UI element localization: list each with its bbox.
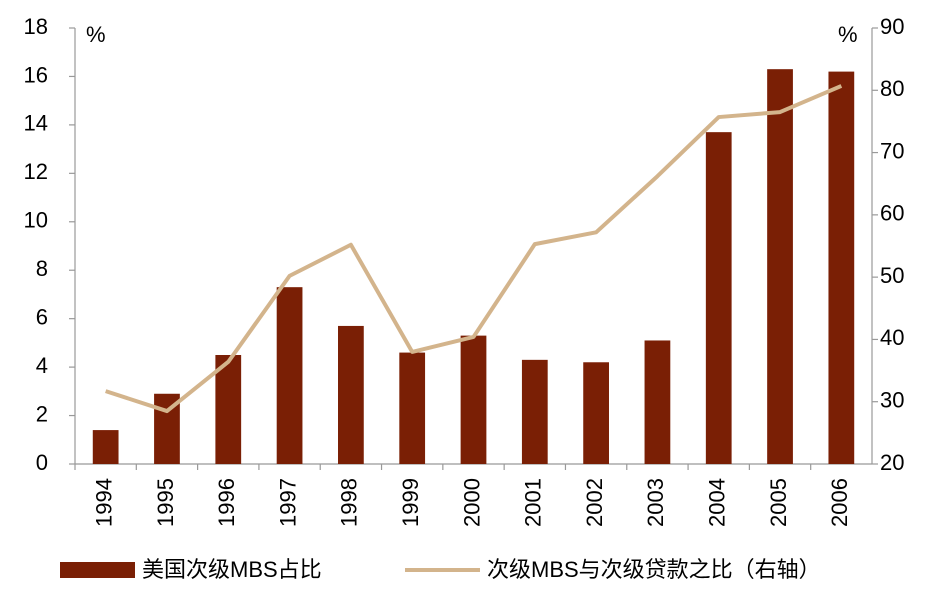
bar: [460, 335, 487, 464]
y2-tick-label: 70: [880, 138, 904, 163]
x-tick-label: 2001: [521, 478, 546, 527]
x-tick-label: 1994: [91, 478, 116, 527]
bar: [583, 362, 609, 464]
y2-tick-label: 50: [880, 263, 904, 288]
x-tick-label: 2002: [582, 478, 607, 527]
y-tick-label: 10: [24, 208, 48, 233]
bar: [338, 325, 364, 464]
x-tick-label: 1997: [275, 478, 300, 527]
x-tick-label: 1996: [214, 478, 239, 527]
y2-unit: %: [838, 22, 858, 47]
bar: [705, 132, 732, 464]
y-tick-label: 14: [24, 111, 48, 136]
bar: [828, 71, 855, 464]
y-tick-label: 12: [24, 159, 48, 184]
y-tick-label: 6: [36, 304, 48, 329]
bar: [399, 352, 426, 464]
x-tick-label: 2005: [766, 478, 791, 527]
x-tick-label: 2006: [827, 478, 852, 527]
y2-tick-label: 40: [880, 325, 904, 350]
legend-swatch: [60, 562, 135, 578]
bar: [92, 430, 119, 464]
bar: [521, 359, 548, 464]
bar: [767, 69, 793, 464]
x-tick-label: 1995: [153, 478, 178, 527]
bar: [276, 287, 303, 464]
y2-tick-label: 80: [880, 76, 904, 101]
bar: [644, 340, 671, 464]
x-tick-label: 1998: [337, 478, 362, 527]
bar: [215, 355, 242, 464]
legend-label: 美国次级MBS占比: [142, 557, 322, 582]
y-tick-label: 4: [36, 353, 48, 378]
y-tick-label: 16: [24, 62, 48, 87]
y-tick-label: 8: [36, 256, 48, 281]
x-tick-label: 2004: [705, 478, 730, 527]
line: [105, 84, 843, 414]
y-unit: %: [86, 22, 106, 47]
y-tick-label: 18: [24, 14, 48, 39]
y-tick-label: 0: [36, 450, 48, 475]
y-tick-label: 2: [36, 401, 48, 426]
y2-tick-label: 20: [880, 450, 904, 475]
x-tick-label: 2003: [643, 478, 668, 527]
legend-label: 次级MBS与次级贷款之比（右轴）: [487, 557, 821, 582]
y2-tick-label: 60: [880, 201, 904, 226]
y2-tick-label: 90: [880, 14, 904, 39]
x-tick-label: 2000: [459, 478, 484, 527]
x-tick-label: 1999: [398, 478, 423, 527]
y2-tick-label: 30: [880, 388, 904, 413]
